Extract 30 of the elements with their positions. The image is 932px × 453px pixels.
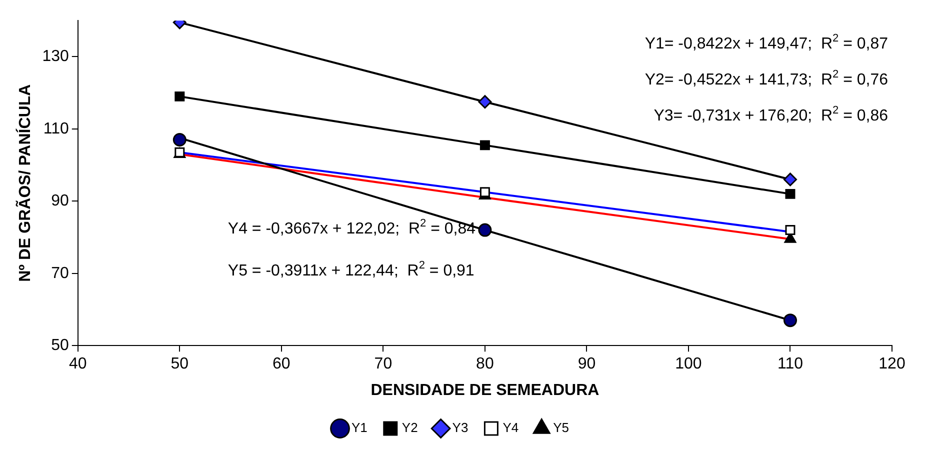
x-tick-label: 40 [68, 356, 87, 373]
y-tick-label: 110 [43, 120, 69, 138]
legend-label: Y4 [502, 420, 519, 436]
x-tick-label: 100 [675, 356, 702, 373]
y-tick-label: 50 [51, 337, 69, 354]
legend-label: Y1 [352, 420, 368, 436]
legend-label: Y2 [402, 420, 418, 436]
legend-label: Y5 [553, 420, 570, 436]
y-axis-title: Nº DE GRÃOS/ PANÍCULA [15, 84, 34, 282]
point [480, 140, 490, 150]
point [174, 91, 185, 102]
y-tick-label: 70 [51, 264, 69, 282]
y-tick-label: 90 [51, 192, 69, 210]
point [785, 188, 796, 199]
x-axis-title: DENSIDADE DE SEMEADURA [370, 382, 600, 399]
x-tick-label: 70 [374, 356, 392, 373]
legend-label: Y3 [452, 420, 468, 436]
point [172, 133, 186, 147]
point [478, 95, 492, 109]
x-tick-label: 90 [578, 356, 596, 373]
x-tick-label: 60 [272, 356, 290, 373]
x-tick-label: 110 [777, 356, 804, 373]
point [478, 223, 492, 237]
point [785, 225, 796, 236]
x-tick-label: 80 [476, 356, 494, 373]
point [783, 314, 797, 328]
x-tick-label: 50 [170, 356, 189, 373]
point [783, 172, 797, 186]
x-tick-label: 120 [878, 356, 906, 373]
y-tick-label: 130 [42, 48, 69, 66]
